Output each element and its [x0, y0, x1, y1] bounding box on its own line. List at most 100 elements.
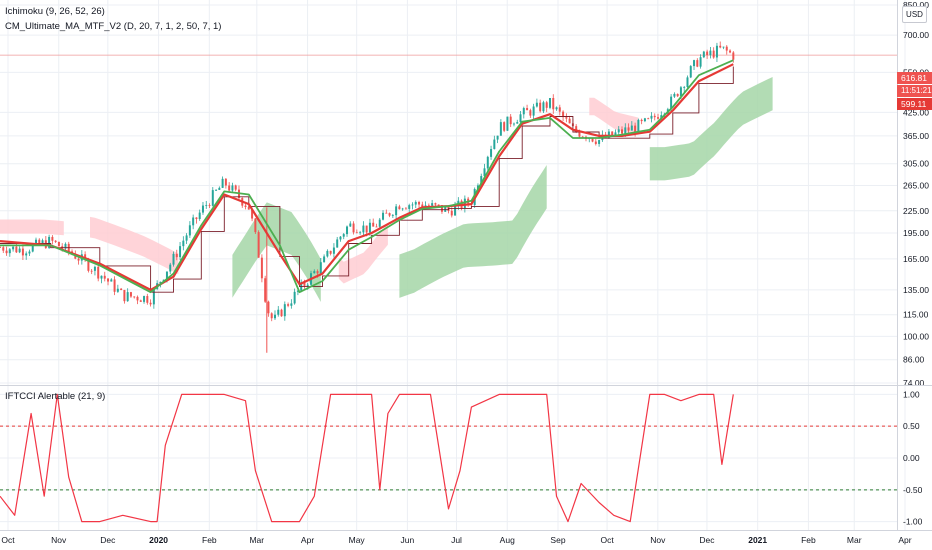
- osc-tick-label: 0.50: [903, 421, 920, 431]
- candle-body: [454, 205, 457, 216]
- candle-body: [368, 222, 371, 233]
- candle-body: [254, 218, 257, 233]
- candle-body: [729, 50, 732, 53]
- candle-body: [414, 201, 417, 205]
- candle-body: [372, 222, 375, 227]
- x-tick-label: Nov: [51, 535, 67, 545]
- candle-body: [362, 225, 365, 233]
- candle-body: [526, 108, 529, 111]
- candle-body: [480, 176, 483, 186]
- candle-body: [0, 247, 1, 248]
- candle-body: [562, 111, 565, 118]
- candle-body: [332, 247, 335, 254]
- x-tick-label: Apr: [301, 535, 314, 545]
- cloud-segment: [338, 223, 388, 284]
- candle-body: [450, 210, 453, 216]
- last-price-tag: 616.81: [897, 72, 932, 84]
- candle-body: [509, 116, 512, 125]
- candle-body: [607, 131, 610, 138]
- candle-body: [103, 275, 106, 279]
- candle-body: [709, 50, 712, 56]
- candle-body: [552, 98, 555, 110]
- x-tick-label: Nov: [650, 535, 666, 545]
- candle-body: [702, 51, 705, 58]
- candle-body: [100, 275, 103, 279]
- candle-body: [614, 132, 617, 136]
- candle-body: [545, 102, 548, 108]
- candle-body: [143, 296, 146, 302]
- candle-body: [211, 190, 214, 206]
- candle-body: [706, 51, 709, 56]
- candle-body: [346, 226, 349, 235]
- candle-body: [398, 206, 401, 210]
- candle-body: [201, 205, 204, 213]
- cloud-segment: [649, 77, 773, 181]
- candle-body: [228, 185, 231, 191]
- candle-body: [522, 108, 525, 115]
- candle-body: [418, 201, 421, 205]
- candle-body: [558, 107, 561, 112]
- candle-body: [218, 187, 221, 190]
- y-tick-label: 195.00: [903, 228, 929, 238]
- candle-body: [136, 296, 139, 301]
- y-tick-label: 86.00: [903, 355, 925, 365]
- candle-body: [8, 249, 11, 254]
- ma-legend[interactable]: CM_Ultimate_MA_MTF_V2 (D, 20, 7, 1, 2, 5…: [5, 21, 222, 32]
- candle-body: [290, 303, 293, 306]
- x-tick-label: 2020: [149, 535, 168, 545]
- candle-body: [169, 264, 172, 272]
- x-tick-label: Sep: [550, 535, 565, 545]
- candle-body: [129, 292, 132, 297]
- y-tick-label: 165.00: [903, 254, 929, 264]
- candle-body: [722, 46, 725, 48]
- y-tick-label: 425.00: [903, 107, 929, 117]
- candle-body: [35, 239, 38, 245]
- candle-body: [48, 236, 51, 248]
- candle-body: [316, 271, 319, 274]
- y-tick-label: 265.00: [903, 180, 929, 190]
- candle-body: [440, 205, 443, 212]
- candle-body: [594, 141, 597, 144]
- candle-body: [503, 122, 506, 131]
- candle-body: [375, 226, 378, 228]
- y-tick-label: 115.00: [903, 310, 929, 320]
- candle-body: [532, 106, 535, 116]
- oscillator-legend[interactable]: IFTCCI Alertable (21, 9): [5, 391, 106, 402]
- candle-body: [192, 217, 195, 226]
- candle-body: [673, 93, 676, 97]
- candle-body: [637, 119, 640, 133]
- candle-body: [617, 129, 620, 133]
- candle-body: [365, 225, 368, 233]
- candle-body: [535, 102, 538, 107]
- candle-body: [575, 126, 578, 132]
- y-tick-label: 100.00: [903, 331, 929, 341]
- candle-body: [21, 248, 24, 256]
- candle-body: [54, 240, 57, 242]
- candle-body: [319, 262, 322, 274]
- x-tick-label: Jul: [451, 535, 462, 545]
- candle-body: [679, 87, 682, 97]
- candle-body: [437, 204, 440, 206]
- candle-body: [696, 60, 699, 67]
- osc-tick-label: 1.00: [903, 389, 920, 399]
- candle-body: [382, 212, 385, 220]
- candle-body: [313, 271, 316, 274]
- candle-body: [273, 314, 276, 319]
- candle-body: [224, 178, 227, 186]
- candle-body: [516, 122, 519, 124]
- ichimoku-legend[interactable]: Ichimoku (9, 26, 52, 26): [5, 6, 105, 17]
- candle-body: [408, 205, 411, 209]
- candle-body: [693, 60, 696, 67]
- ma-fast-line: [0, 59, 734, 294]
- cloud-segment: [0, 219, 64, 236]
- candle-body: [565, 117, 568, 119]
- candle-body: [267, 301, 270, 314]
- candle-body: [621, 129, 624, 134]
- candle-body: [123, 290, 126, 302]
- iftcci-line: [0, 393, 734, 523]
- candle-body: [260, 257, 263, 279]
- currency-badge[interactable]: USD: [902, 6, 927, 23]
- candle-body: [12, 246, 15, 250]
